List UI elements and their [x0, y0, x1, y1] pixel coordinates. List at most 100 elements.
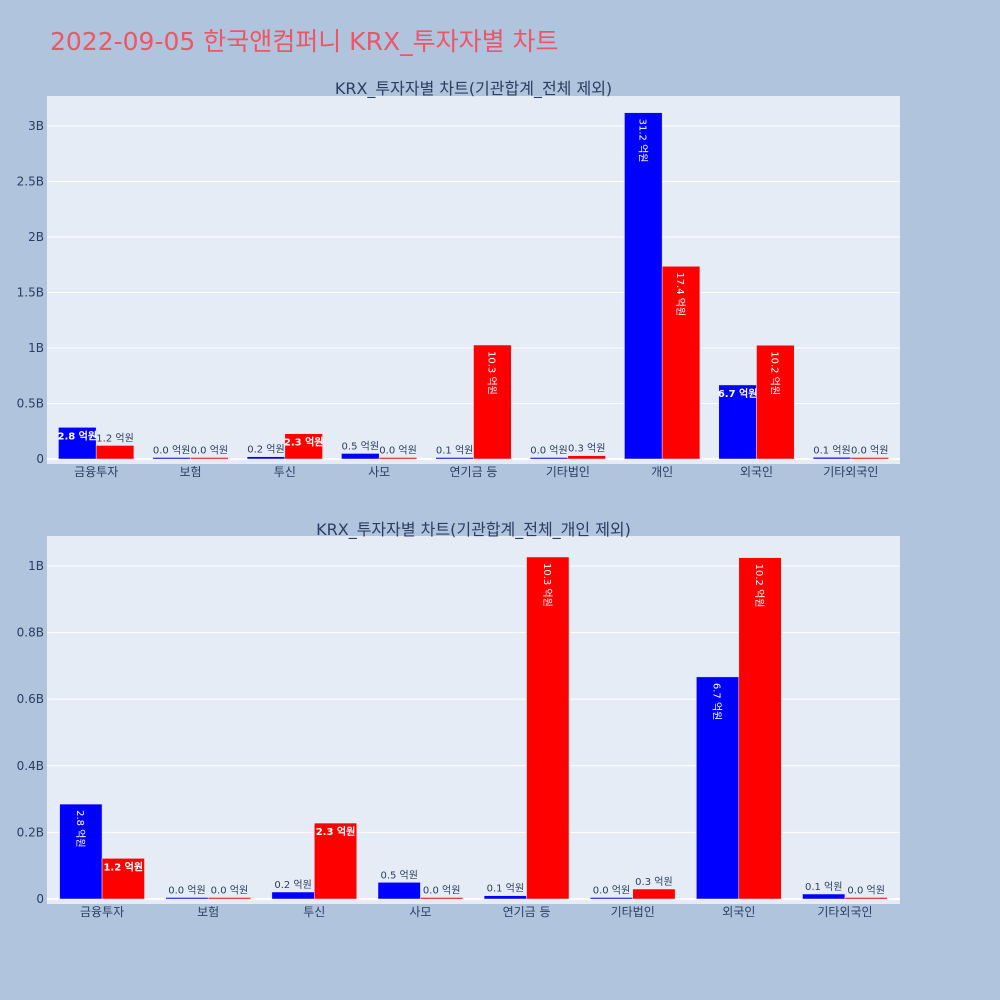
bar — [152, 457, 191, 460]
data-label: 10.2 억원 — [753, 564, 765, 608]
bar — [101, 858, 145, 900]
data-label: 0.0 억원 — [379, 445, 416, 457]
x-tick-label: 기타외국인 — [817, 905, 872, 919]
bar — [738, 557, 782, 900]
y-tick-label: 3B — [28, 119, 44, 133]
bar — [473, 344, 512, 460]
bar — [58, 427, 97, 460]
x-tick-label: 보험 — [179, 465, 201, 479]
x-tick-label: 연기금 등 — [450, 465, 498, 479]
y-tick-label: 0.2B — [17, 825, 44, 839]
data-label: 0.1 억원 — [436, 445, 473, 457]
x-tick-label: 개인 — [651, 465, 673, 479]
bar — [567, 455, 606, 460]
bar — [59, 803, 103, 900]
bar — [314, 822, 358, 900]
y-tick-label: 0.6B — [17, 692, 44, 706]
data-label: 17.4 억원 — [674, 272, 686, 316]
x-tick-label: 외국인 — [722, 905, 755, 919]
x-tick-label: 기타법인 — [611, 905, 655, 919]
bar — [435, 457, 474, 460]
bar — [632, 888, 676, 900]
data-label: 0.1 억원 — [805, 881, 842, 893]
data-label: 2.3 억원 — [284, 436, 324, 449]
y-tick-label: 2.5B — [17, 174, 44, 188]
data-label: 10.2 억원 — [768, 351, 780, 395]
chart-title: KRX_투자자별 차트(기관합계_전체_개인 제외) — [316, 520, 631, 540]
data-label: 6.7 억원 — [711, 683, 723, 720]
data-label: 0.0 억원 — [851, 445, 888, 457]
bar — [526, 556, 570, 900]
bar — [624, 112, 663, 460]
bar — [271, 891, 315, 900]
data-label: 0.0 억원 — [423, 885, 460, 897]
y-tick-label: 1B — [28, 341, 44, 355]
x-tick-label: 기타외국인 — [823, 465, 878, 479]
y-tick-label: 1B — [28, 559, 44, 573]
y-tick-label: 0.5B — [17, 396, 44, 410]
bar — [529, 457, 569, 460]
y-tick-label: 0 — [36, 452, 44, 466]
y-tick-label: 0.8B — [17, 626, 44, 640]
data-label: 0.3 억원 — [635, 876, 672, 888]
bar — [812, 457, 852, 460]
x-tick-label: 금융투자 — [74, 465, 118, 479]
bar — [661, 266, 701, 460]
data-label: 0.2 억원 — [247, 444, 284, 456]
x-tick-label: 금융투자 — [80, 905, 124, 919]
bar — [850, 457, 889, 460]
x-tick-label: 연기금 등 — [503, 905, 551, 919]
bar — [802, 893, 846, 900]
chart-panel-2: KRX_투자자별 차트(기관합계_전체_개인 제외) 0 0.2B 0.4B 0.6B 0… — [17, 520, 900, 919]
data-label: 0.5 억원 — [380, 869, 417, 881]
data-label: 0.1 억원 — [813, 444, 850, 456]
bar — [844, 897, 888, 900]
bar — [284, 433, 323, 460]
data-label: 10.3 억원 — [485, 351, 497, 395]
data-label: 0.0 억원 — [211, 885, 248, 897]
x-tick-label: 투신 — [274, 465, 296, 479]
bar — [420, 897, 464, 900]
y-tick-label: 0.4B — [17, 759, 44, 773]
data-label: 0.2 억원 — [274, 879, 311, 891]
x-tick-label: 외국인 — [740, 465, 773, 479]
bar — [246, 456, 286, 460]
bar — [377, 882, 421, 900]
data-label: 0.5 억원 — [342, 440, 379, 452]
data-label: 31.2 억원 — [636, 119, 648, 163]
data-label: 0.0 억원 — [847, 885, 884, 897]
data-label: 0.0 억원 — [191, 445, 228, 457]
bar — [483, 895, 527, 900]
chart-title: KRX_투자자별 차트(기관합계_전체 제외) — [335, 79, 612, 99]
y-tick-label: 2B — [28, 230, 44, 244]
y-tick-label: 1.5B — [17, 285, 44, 299]
data-label: 0.1 억원 — [487, 883, 524, 895]
y-tick-label: 0 — [36, 892, 44, 906]
bar — [341, 453, 380, 460]
bar — [378, 457, 418, 460]
data-label: 0.0 억원 — [530, 445, 567, 457]
bar — [696, 676, 740, 900]
bar — [165, 897, 209, 900]
bar — [756, 344, 795, 460]
x-tick-label: 보험 — [197, 905, 219, 919]
data-label: 2.3 억원 — [316, 825, 356, 838]
data-label: 2.8 억원 — [57, 429, 97, 442]
data-label: 0.0 억원 — [168, 885, 205, 897]
x-tick-label: 사모 — [368, 465, 390, 479]
data-label: 0.0 억원 — [593, 885, 630, 897]
bar — [190, 457, 229, 460]
data-label: 1.2 억원 — [96, 432, 133, 444]
x-tick-label: 기타법인 — [546, 465, 590, 479]
x-tick-label: 투신 — [303, 905, 325, 919]
data-label: 0.0 억원 — [153, 445, 190, 457]
bar — [207, 897, 251, 900]
bar — [589, 897, 633, 900]
data-label: 10.3 억원 — [541, 563, 553, 607]
page-title: 2022-09-05 한국앤컴퍼니 KRX_투자자별 차트 — [50, 27, 559, 56]
data-label: 6.7 억원 — [718, 387, 758, 400]
bar — [718, 384, 757, 460]
data-label: 1.2 억원 — [103, 860, 143, 873]
bar — [95, 445, 135, 460]
